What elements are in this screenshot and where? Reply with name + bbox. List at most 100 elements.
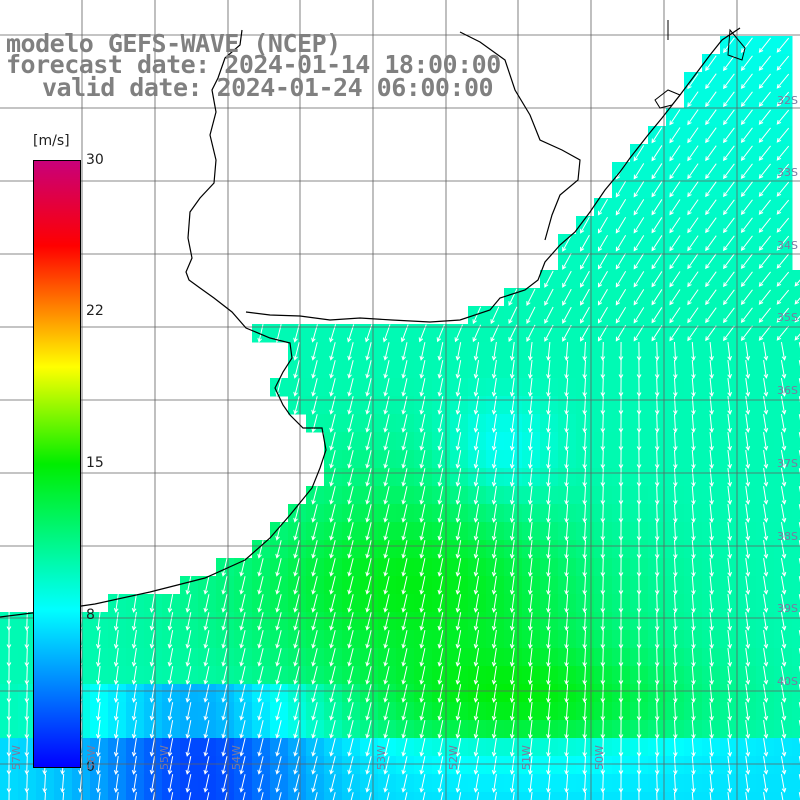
wind-arrow [527, 414, 533, 433]
lat-label-33s: 33S [777, 166, 798, 179]
wind-arrow [239, 738, 246, 757]
wind-arrow [473, 720, 480, 739]
wind-arrow [776, 217, 790, 233]
wind-arrow [419, 540, 426, 559]
wind-speed-cell [306, 792, 325, 800]
wind-arrow [401, 504, 408, 523]
wind-arrow [615, 181, 627, 198]
wind-arrow [419, 702, 426, 721]
wind-arrow [780, 540, 787, 559]
wind-arrow [509, 522, 515, 541]
wind-arrow [167, 774, 174, 793]
wind-arrow [546, 431, 551, 451]
wind-arrow [672, 683, 678, 704]
wind-arrow [419, 756, 426, 775]
wind-arrow [691, 395, 696, 416]
wind-arrow [347, 504, 354, 523]
wind-arrow [564, 701, 569, 722]
wind-arrow [546, 665, 551, 685]
wind-arrow [526, 324, 536, 342]
wind-arrow [437, 540, 444, 559]
wind-arrow [758, 145, 771, 161]
wind-arrow [131, 648, 137, 667]
wind-arrow [600, 629, 606, 650]
wind-arrow [527, 504, 533, 523]
wind-arrow [149, 684, 156, 703]
wind-arrow [383, 468, 390, 487]
wind-arrow [546, 557, 551, 577]
wind-arrow [600, 395, 606, 416]
wind-arrow [687, 109, 699, 126]
wind-arrow [185, 774, 192, 793]
wind-arrow [527, 774, 533, 793]
wind-arrow [546, 359, 551, 379]
wind-arrow [654, 485, 660, 506]
wind-arrow [508, 288, 518, 307]
wind-arrow [597, 306, 608, 324]
wind-arrow [185, 648, 192, 667]
wind-arrow [745, 576, 751, 595]
wind-arrow [600, 575, 606, 596]
wind-arrow [419, 342, 426, 361]
wind-arrow [776, 145, 790, 161]
wind-arrow [221, 630, 228, 649]
wind-arrow [350, 792, 354, 800]
wind-arrow [311, 666, 318, 685]
wind-arrow [329, 702, 336, 721]
wind-arrow [763, 396, 769, 415]
wind-arrow [564, 737, 569, 758]
wind-arrow [491, 540, 497, 559]
wind-arrow [687, 271, 699, 288]
wind-arrow [383, 342, 390, 361]
wind-speed-cell [162, 792, 181, 800]
wind-arrow [745, 558, 751, 577]
wind-arrow [723, 163, 735, 180]
wind-arrow [727, 576, 733, 595]
wind-arrow [794, 333, 800, 341]
wind-arrow [691, 485, 696, 506]
wind-arrow [437, 756, 444, 775]
wind-arrow [691, 521, 696, 542]
wind-arrow [582, 629, 588, 650]
wind-arrow [691, 593, 696, 614]
wind-arrow [745, 342, 751, 361]
wind-arrow [776, 55, 790, 71]
wind-arrow [582, 485, 588, 506]
wind-arrow [546, 449, 551, 469]
wind-arrow [564, 683, 569, 704]
wind-arrow [491, 684, 497, 703]
wind-arrow [723, 127, 735, 144]
wind-arrow [727, 774, 733, 793]
wind-speed-cell [792, 360, 800, 379]
wind-arrow [437, 576, 444, 595]
wind-arrow [419, 684, 426, 703]
wind-arrow [113, 684, 119, 703]
wind-speed-cell [792, 666, 800, 685]
wind-arrow [239, 720, 246, 739]
wind-arrow [672, 539, 678, 560]
wind-speed-cell [792, 738, 800, 757]
wind-arrow [257, 648, 264, 667]
wind-arrow [437, 702, 444, 721]
wind-arrow [705, 199, 717, 216]
wind-arrow [221, 756, 228, 775]
wind-arrow [654, 737, 660, 758]
wind-arrow [654, 449, 660, 470]
wind-arrow [491, 630, 497, 649]
wind-arrow [600, 431, 606, 452]
wind-arrow [691, 755, 696, 776]
wind-arrow [95, 702, 101, 721]
wind-arrow [763, 576, 769, 595]
wind-arrow [691, 467, 696, 488]
wind-arrow [776, 199, 790, 215]
wind-arrow [651, 217, 663, 234]
wind-arrow [780, 612, 787, 631]
wind-arrow [455, 540, 462, 559]
wind-arrow [131, 594, 137, 613]
wind-arrow [600, 503, 606, 524]
wind-arrow [329, 576, 336, 595]
wind-arrow [745, 522, 751, 541]
wind-arrow [473, 684, 480, 703]
